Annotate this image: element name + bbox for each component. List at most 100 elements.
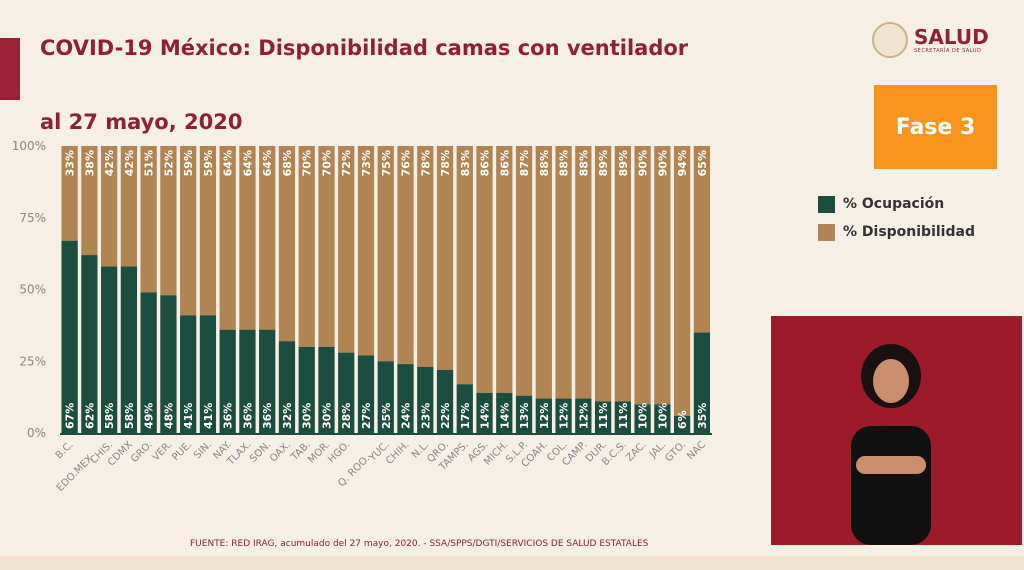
bar-availability — [614, 146, 631, 402]
interpreter-figure — [851, 344, 931, 545]
availability-label: 75% — [380, 150, 393, 176]
bottom-strip — [0, 556, 1024, 570]
bar-availability — [397, 146, 414, 365]
bar-occupancy — [278, 341, 296, 433]
occupancy-label: 17% — [459, 403, 472, 429]
legend-label: % Disponibilidad — [843, 224, 975, 240]
bar-occupancy — [101, 266, 118, 433]
availability-label: 88% — [558, 150, 571, 176]
bar-occupancy — [575, 398, 592, 433]
page-subtitle: al 27 mayo, 2020 — [40, 110, 243, 134]
occupancy-label: 36% — [261, 403, 274, 429]
occupancy-label: 14% — [498, 403, 511, 429]
bar-occupancy — [693, 332, 710, 433]
x-tick-label: B.C. — [54, 439, 76, 461]
logo-subtext: SECRETARÍA DE SALUD — [914, 47, 982, 54]
stacked-bar-chart: 0%25%50%75%100%67%33%B.C.62%38%EDO.MEX58… — [12, 139, 712, 494]
bar-occupancy — [614, 401, 631, 433]
bar-availability — [259, 146, 276, 330]
bar-occupancy — [436, 369, 454, 433]
bar-occupancy — [81, 255, 98, 433]
x-tick-label: VER. — [151, 439, 175, 463]
availability-label: 70% — [301, 150, 314, 176]
occupancy-label: 6% — [676, 410, 689, 429]
bar-availability — [101, 146, 118, 267]
occupancy-label: 12% — [577, 403, 590, 429]
bar-availability — [555, 146, 572, 399]
x-tick-label: Q. ROO. — [336, 453, 372, 489]
bar-occupancy — [180, 315, 197, 433]
occupancy-label: 28% — [340, 403, 353, 429]
occupancy-label: 24% — [400, 403, 413, 429]
availability-label: 33% — [64, 150, 77, 176]
bar-occupancy — [417, 366, 434, 433]
occupancy-label: 32% — [281, 403, 294, 429]
bar-occupancy — [140, 292, 157, 433]
occupancy-label: 11% — [597, 403, 610, 429]
availability-label: 38% — [83, 150, 96, 176]
occupancy-label: 11% — [617, 403, 630, 429]
x-tick-label: SON. — [248, 439, 273, 464]
occupancy-label: 25% — [380, 403, 393, 429]
occupancy-label: 41% — [202, 403, 215, 429]
y-tick-label: 0% — [27, 426, 46, 440]
occupancy-label: 22% — [439, 403, 452, 429]
occupancy-label: 67% — [64, 403, 77, 429]
bar-availability — [180, 146, 197, 316]
x-tick-label: MOR. — [306, 439, 332, 465]
bar-availability — [219, 146, 236, 330]
logo-text: SALUD — [914, 24, 989, 49]
bar-occupancy — [318, 346, 335, 433]
bar-availability — [239, 146, 256, 330]
bar-occupancy — [515, 395, 533, 433]
occupancy-label: 41% — [182, 403, 195, 429]
availability-label: 70% — [320, 150, 333, 176]
bar-occupancy — [496, 392, 513, 433]
availability-label: 83% — [459, 150, 472, 176]
x-tick-label: GTO. — [663, 439, 688, 464]
availability-label: 68% — [281, 150, 294, 176]
availability-label: 94% — [676, 150, 689, 176]
occupancy-label: 48% — [162, 403, 175, 429]
availability-label: 86% — [498, 150, 511, 176]
page-title: COVID-19 México: Disponibilidad camas co… — [40, 36, 689, 60]
bar-availability — [278, 146, 296, 342]
x-tick-label: SIN. — [192, 439, 214, 461]
source-note: FUENTE: RED IRAG, acumulado del 27 mayo,… — [190, 539, 649, 549]
bar-occupancy — [555, 398, 572, 433]
bar-availability — [160, 146, 177, 296]
bar-availability — [61, 146, 78, 241]
bar-availability — [515, 146, 533, 396]
bar-availability — [594, 146, 612, 402]
x-tick-label: ZAC. — [624, 439, 649, 464]
bar-occupancy — [219, 329, 236, 433]
availability-label: 73% — [360, 150, 373, 176]
x-tick-label: PUE. — [170, 439, 194, 463]
availability-label: 86% — [479, 150, 492, 176]
phase-badge: Fase 3 — [874, 85, 997, 169]
bar-occupancy — [673, 415, 691, 433]
bar-availability — [120, 146, 138, 267]
availability-label: 90% — [637, 150, 650, 176]
occupancy-label: 58% — [123, 403, 136, 429]
legend-label: % Ocupación — [843, 196, 945, 212]
bar-occupancy — [357, 355, 375, 433]
availability-label: 78% — [439, 150, 452, 176]
availability-label: 88% — [538, 150, 551, 176]
legend-swatch — [818, 223, 835, 241]
bar-occupancy — [654, 404, 671, 433]
occupancy-label: 36% — [241, 403, 254, 429]
bar-availability — [338, 146, 355, 353]
bar-availability — [575, 146, 592, 399]
bar-availability — [357, 146, 375, 356]
bar-occupancy — [535, 398, 552, 433]
availability-label: 89% — [617, 150, 630, 176]
bar-availability — [456, 146, 473, 385]
bar-occupancy — [594, 401, 612, 433]
availability-label: 52% — [162, 150, 175, 176]
availability-label: 64% — [222, 150, 235, 176]
availability-label: 72% — [340, 150, 353, 176]
occupancy-label: 30% — [320, 403, 333, 429]
y-tick-label: 75% — [19, 211, 46, 225]
bar-occupancy — [199, 315, 217, 433]
